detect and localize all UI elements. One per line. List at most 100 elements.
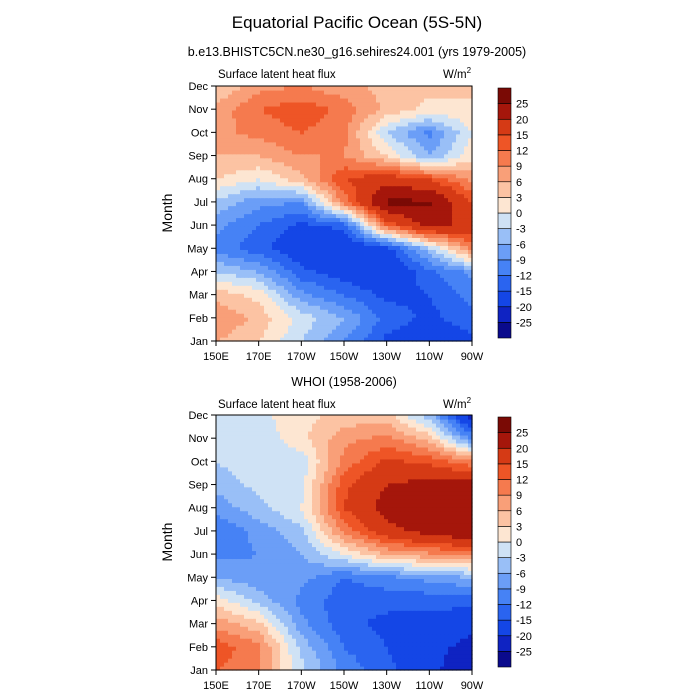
heatmap-cell	[272, 105, 277, 111]
heatmap-cell	[296, 205, 301, 211]
heatmap-cell	[272, 86, 277, 91]
heatmap-cell	[284, 293, 289, 298]
heatmap-cell	[272, 113, 277, 119]
heatmap-cell	[300, 277, 305, 282]
heatmap-cell	[304, 229, 309, 235]
heatmap-cell	[388, 646, 393, 651]
heatmap-cell	[260, 181, 265, 187]
heatmap-cell	[248, 189, 253, 195]
heatmap-cell	[232, 245, 237, 250]
colorbar-swatch	[497, 165, 512, 183]
heatmap-cell	[432, 165, 437, 171]
heatmap-cell	[280, 109, 285, 115]
heatmap-cell	[232, 213, 237, 219]
heatmap-cell	[272, 165, 277, 171]
heatmap-cell	[372, 229, 377, 235]
heatmap-cell	[288, 233, 293, 238]
heatmap-cell	[256, 277, 261, 282]
heatmap-cell	[404, 109, 409, 115]
heatmap-cell	[320, 129, 325, 135]
heatmap-cell	[400, 642, 405, 647]
heatmap-cell	[240, 662, 245, 667]
heatmap-cell	[412, 137, 417, 143]
heatmap-cell	[264, 638, 269, 643]
heatmap-cell	[308, 666, 313, 671]
heatmap-cell	[396, 626, 401, 631]
heatmap-cell	[344, 209, 349, 215]
heatmap-cell	[268, 193, 273, 199]
heatmap-cell	[400, 305, 405, 310]
heatmap-cell	[412, 337, 417, 342]
heatmap-cell	[396, 241, 401, 246]
heatmap-cell	[412, 201, 417, 207]
heatmap-cell	[376, 133, 381, 139]
heatmap-cell	[404, 253, 409, 258]
heatmap-cell	[352, 662, 357, 667]
heatmap-cell	[436, 113, 441, 119]
heatmap-cell	[436, 193, 441, 199]
heatmap-cell	[264, 117, 269, 123]
heatmap-cell	[292, 285, 297, 290]
heatmap-cell	[424, 273, 429, 278]
heatmap-cell	[276, 626, 281, 631]
heatmap-cell	[420, 666, 425, 671]
heatmap-cell	[396, 654, 401, 659]
heatmap-cell	[332, 317, 337, 322]
heatmap-cell	[292, 253, 297, 258]
heatmap-cell	[436, 241, 441, 246]
heatmap-cell	[372, 622, 377, 627]
heatmap-cell	[292, 173, 297, 179]
heatmap-cell	[412, 333, 417, 338]
heatmap-cell	[420, 129, 425, 135]
heatmap-cell	[380, 233, 385, 238]
heatmap-cell	[456, 225, 461, 231]
heatmap-cell	[244, 642, 249, 647]
heatmap-cell	[388, 229, 393, 235]
heatmap-cell	[252, 137, 257, 143]
heatmap-cell	[320, 161, 325, 167]
heatmap-cell	[404, 89, 409, 95]
heatmap-cell	[344, 305, 349, 310]
heatmap-cell	[440, 301, 445, 306]
heatmap-cell	[408, 654, 413, 659]
heatmap-cell	[400, 213, 405, 219]
heatmap-cell	[268, 622, 273, 627]
heatmap-cell	[468, 137, 473, 143]
heatmap-cell	[356, 301, 361, 306]
heatmap-cell	[424, 133, 429, 139]
heatmap-cell	[324, 193, 329, 199]
heatmap-cell	[216, 117, 221, 123]
heatmap-cell	[244, 321, 249, 326]
heatmap-cell	[252, 157, 257, 163]
heatmap-cell	[304, 129, 309, 135]
heatmap-cell	[380, 622, 385, 627]
heatmap-cell	[376, 646, 381, 651]
heatmap-cell	[240, 105, 245, 111]
heatmap-cell	[436, 321, 441, 326]
heatmap-cell	[400, 237, 405, 242]
heatmap-cell	[284, 626, 289, 631]
heatmap-cell	[384, 646, 389, 651]
heatmap-cell	[328, 93, 333, 99]
heatmap-cell	[296, 626, 301, 631]
heatmap-cell	[328, 121, 333, 127]
heatmap-cell	[320, 329, 325, 334]
heatmap-cell	[452, 197, 457, 203]
heatmap-cell	[336, 265, 341, 270]
heatmap-cell	[260, 197, 265, 203]
heatmap-cell	[344, 113, 349, 119]
heatmap-cell	[364, 221, 369, 227]
heatmap-cell	[452, 253, 457, 258]
heatmap-cell	[460, 169, 465, 175]
heatmap-cell	[240, 109, 245, 115]
heatmap-cell	[428, 654, 433, 659]
heatmap-cell	[400, 337, 405, 342]
heatmap-cell	[384, 293, 389, 298]
heatmap-cell	[388, 189, 393, 195]
heatmap-cell	[372, 149, 377, 155]
heatmap-cell	[424, 277, 429, 282]
heatmap-cell	[388, 193, 393, 199]
heatmap-cell	[280, 325, 285, 330]
heatmap-cell	[464, 245, 469, 250]
heatmap-cell	[240, 157, 245, 163]
